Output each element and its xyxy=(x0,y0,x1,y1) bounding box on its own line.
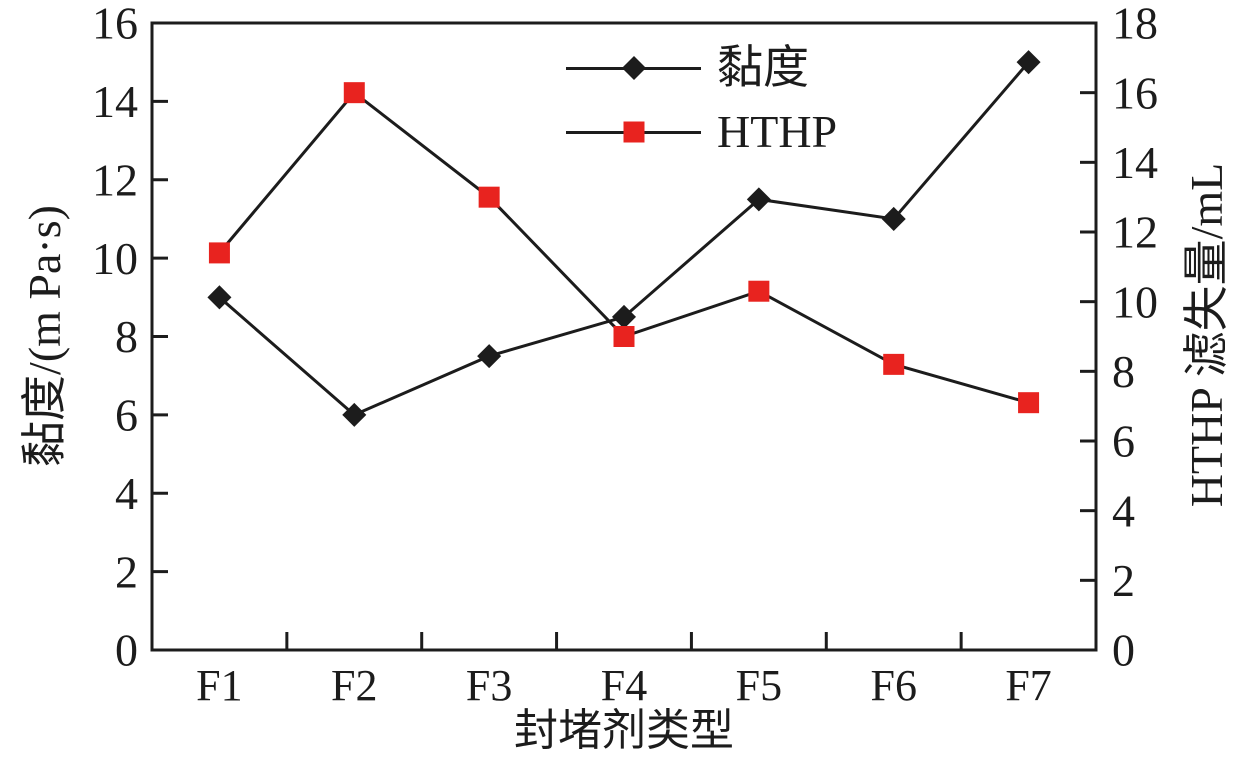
svg-text:F4: F4 xyxy=(601,661,647,710)
right-axis-title: HTHP 滤失量/mL xyxy=(1181,162,1232,508)
svg-text:4: 4 xyxy=(115,468,138,519)
svg-text:F3: F3 xyxy=(466,661,512,710)
hthp-line-swatch xyxy=(566,117,701,147)
svg-text:12: 12 xyxy=(1112,207,1158,258)
svg-text:14: 14 xyxy=(1112,137,1158,188)
svg-text:F7: F7 xyxy=(1005,661,1051,710)
svg-text:F6: F6 xyxy=(870,661,916,710)
svg-text:0: 0 xyxy=(1112,625,1135,676)
svg-text:4: 4 xyxy=(1112,485,1135,536)
svg-text:6: 6 xyxy=(115,390,138,441)
svg-text:14: 14 xyxy=(92,76,138,127)
svg-text:2: 2 xyxy=(115,546,138,597)
svg-text:12: 12 xyxy=(92,154,138,205)
svg-text:18: 18 xyxy=(1112,0,1158,49)
legend-label-viscosity: 黏度 xyxy=(717,42,809,93)
legend: 黏度 HTHP xyxy=(566,40,837,160)
svg-text:F1: F1 xyxy=(196,661,242,710)
svg-text:F5: F5 xyxy=(736,661,782,710)
legend-label-hthp: HTHP xyxy=(717,106,838,157)
diamond-marker-icon xyxy=(621,55,646,81)
viscosity-line-swatch xyxy=(566,53,701,83)
square-marker-icon xyxy=(623,121,644,143)
svg-text:16: 16 xyxy=(1112,67,1158,118)
svg-text:16: 16 xyxy=(92,0,138,49)
left-axis-title: 黏度/(m Pa·s) xyxy=(19,205,70,467)
svg-text:2: 2 xyxy=(1112,555,1135,606)
svg-text:10: 10 xyxy=(92,233,138,284)
svg-text:10: 10 xyxy=(1112,276,1158,327)
svg-text:6: 6 xyxy=(1112,416,1135,467)
legend-item-hthp: HTHP xyxy=(566,104,837,160)
legend-item-viscosity: 黏度 xyxy=(566,40,837,96)
svg-text:0: 0 xyxy=(115,625,138,676)
x-axis-title: 封堵剂类型 xyxy=(514,706,734,755)
svg-text:8: 8 xyxy=(1112,346,1135,397)
svg-text:F2: F2 xyxy=(331,661,377,710)
svg-text:8: 8 xyxy=(115,311,138,362)
